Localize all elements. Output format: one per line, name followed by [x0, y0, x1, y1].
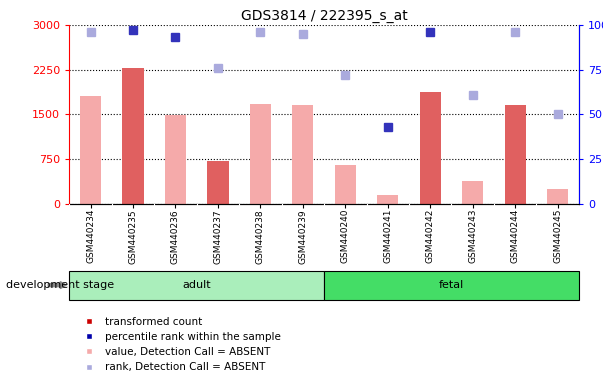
Text: GSM440237: GSM440237	[213, 209, 223, 263]
Bar	[462, 181, 484, 204]
Text: fetal: fetal	[439, 280, 464, 290]
Text: adult: adult	[183, 280, 211, 290]
Text: GSM440234: GSM440234	[86, 209, 95, 263]
Bar	[547, 189, 568, 204]
Bar	[335, 165, 356, 204]
Bar	[505, 105, 526, 204]
Title: GDS3814 / 222395_s_at: GDS3814 / 222395_s_at	[241, 8, 408, 23]
Bar	[122, 68, 144, 204]
Bar	[69, 271, 324, 300]
Bar	[292, 105, 314, 204]
Text: GSM440243: GSM440243	[468, 209, 477, 263]
Bar	[420, 92, 441, 204]
Text: GSM440235: GSM440235	[128, 209, 137, 263]
Text: GSM440239: GSM440239	[298, 209, 308, 263]
Bar	[250, 104, 271, 204]
Bar	[165, 116, 186, 204]
Text: GSM440244: GSM440244	[511, 209, 520, 263]
Text: GSM440236: GSM440236	[171, 209, 180, 263]
Bar	[207, 161, 229, 204]
Bar	[377, 195, 399, 204]
Bar	[324, 271, 579, 300]
Text: GSM440245: GSM440245	[553, 209, 562, 263]
Text: GSM440242: GSM440242	[426, 209, 435, 263]
Text: GSM440238: GSM440238	[256, 209, 265, 263]
Text: development stage: development stage	[6, 280, 114, 290]
Text: GSM440240: GSM440240	[341, 209, 350, 263]
Legend: transformed count, percentile rank within the sample, value, Detection Call = AB: transformed count, percentile rank withi…	[75, 313, 285, 376]
Bar	[80, 96, 101, 204]
Text: GSM440241: GSM440241	[384, 209, 393, 263]
